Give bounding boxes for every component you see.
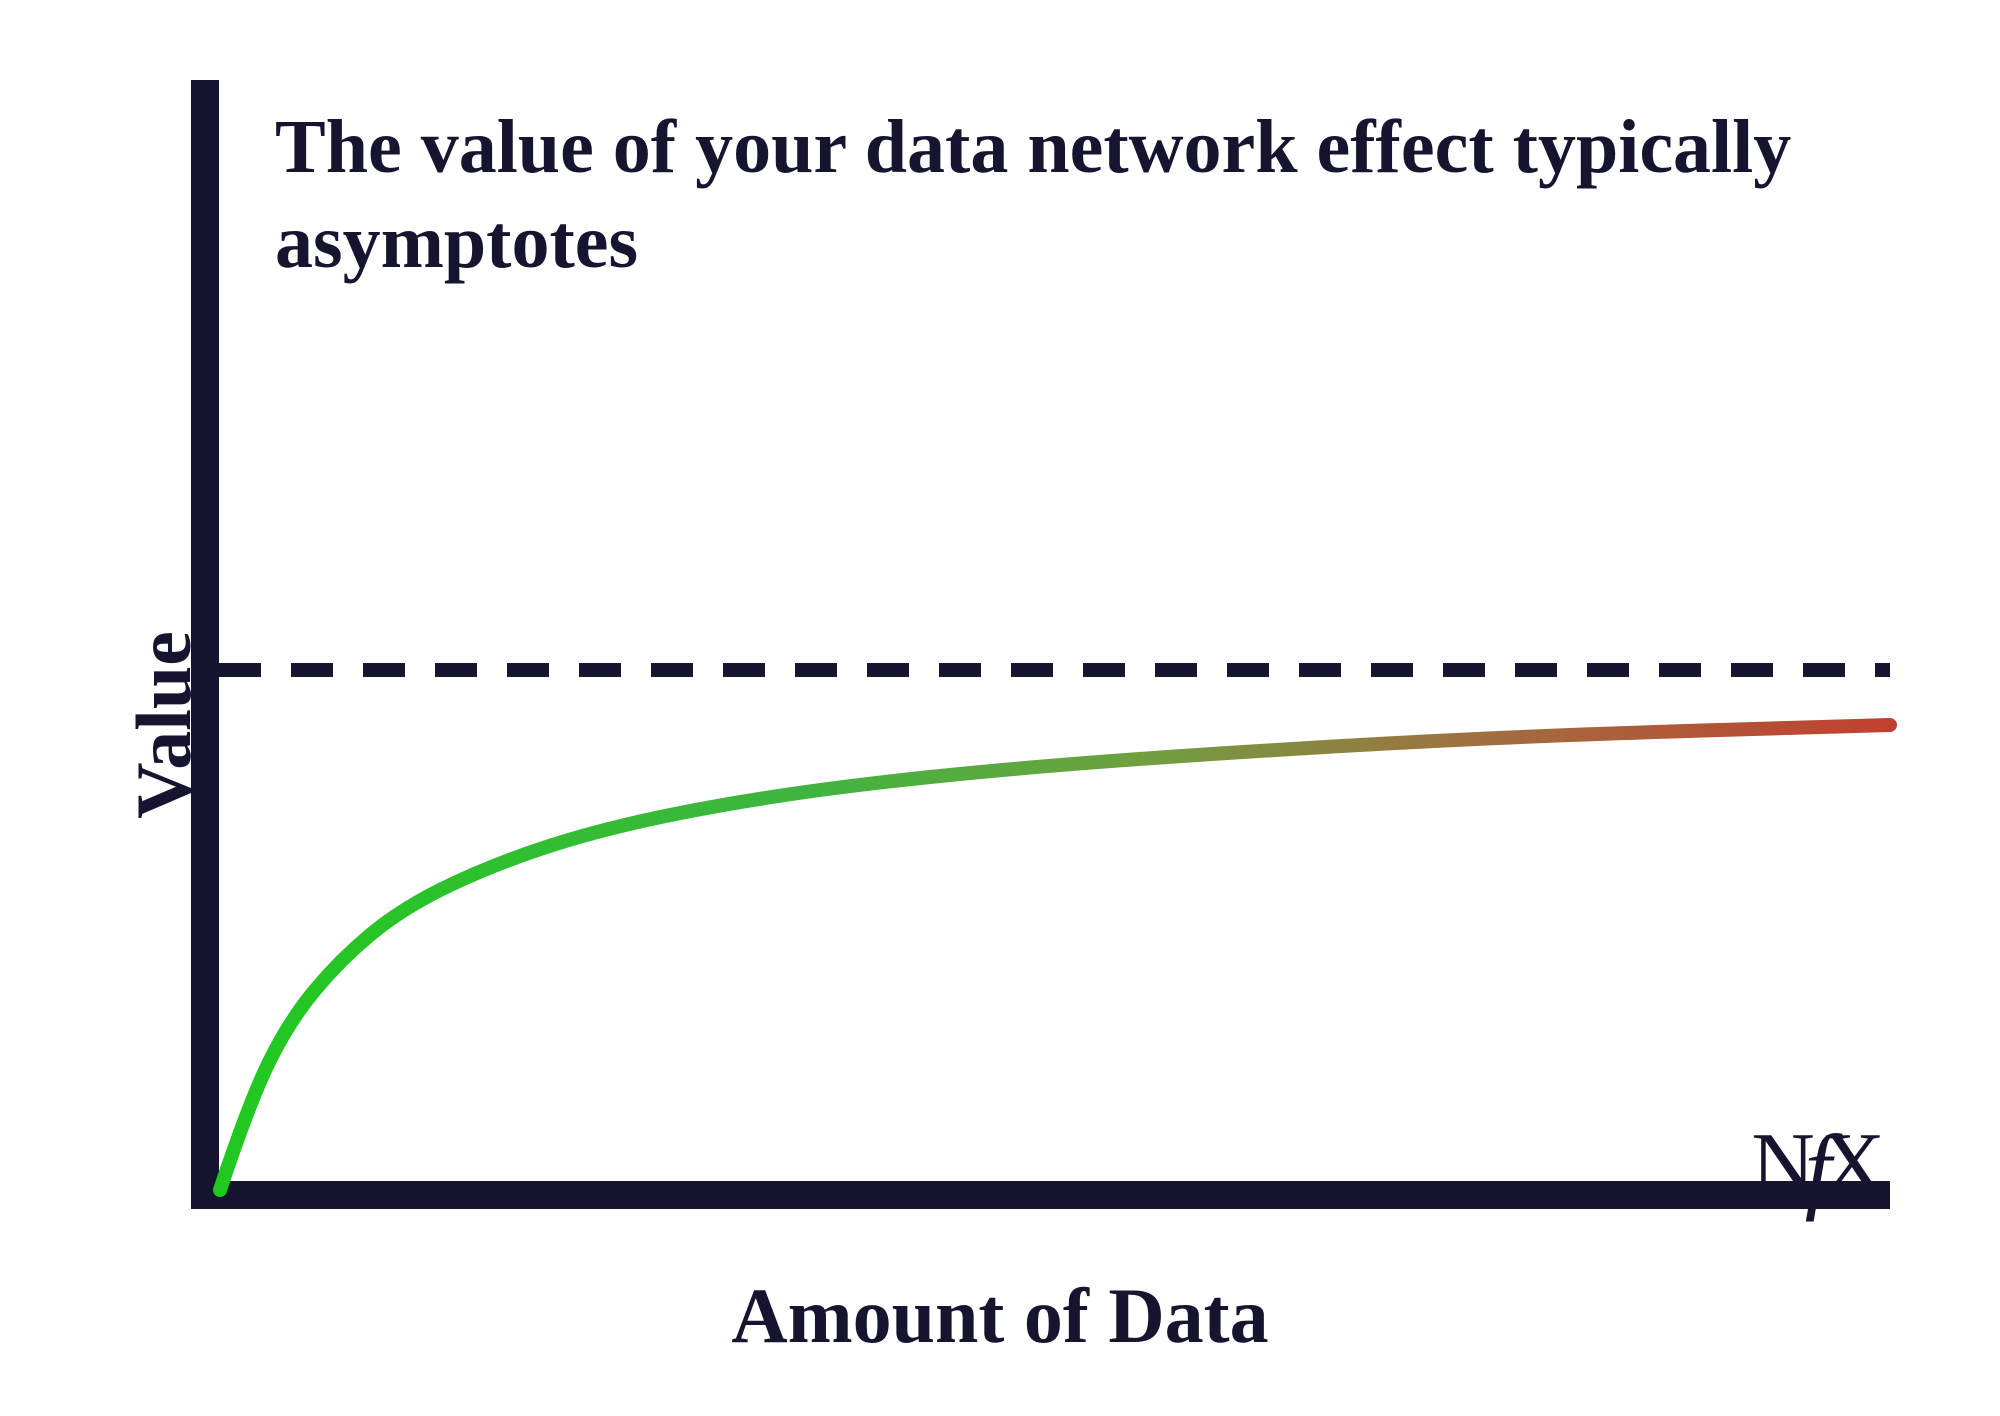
brand-logo: NfX xyxy=(1751,1105,1885,1216)
data-curve xyxy=(220,725,1890,1190)
y-axis-label: Value xyxy=(119,631,209,819)
x-axis-label: Amount of Data xyxy=(0,1271,2000,1361)
chart-container: The value of your data network effect ty… xyxy=(0,0,2000,1416)
chart-title: The value of your data network effect ty… xyxy=(275,100,2000,290)
logo-f: f xyxy=(1805,1115,1832,1222)
